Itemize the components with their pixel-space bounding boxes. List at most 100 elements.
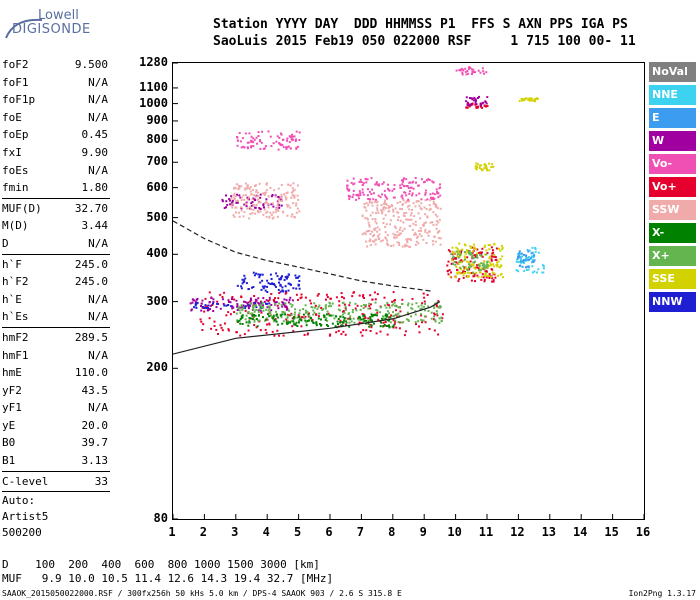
data-point — [311, 306, 314, 309]
data-point — [256, 325, 259, 328]
data-point — [435, 310, 438, 313]
param-name: h`F2 — [2, 275, 29, 289]
data-point — [252, 302, 255, 304]
param-separator — [2, 197, 110, 199]
data-point — [241, 316, 244, 319]
data-point — [358, 197, 360, 200]
data-point — [220, 326, 223, 329]
data-point — [276, 215, 279, 218]
data-point — [399, 226, 402, 229]
data-point — [275, 301, 278, 304]
data-point — [274, 301, 277, 304]
data-point — [363, 206, 366, 208]
data-point — [464, 257, 467, 260]
data-point — [299, 297, 302, 300]
x-tick-label: 16 — [635, 525, 651, 539]
data-point — [414, 310, 417, 312]
data-point — [482, 266, 485, 269]
data-point — [342, 330, 345, 333]
data-point — [367, 230, 369, 232]
data-point — [489, 244, 491, 246]
data-point — [525, 255, 527, 258]
data-point — [259, 210, 262, 213]
data-point — [483, 164, 486, 167]
data-point — [284, 285, 287, 288]
data-point — [466, 256, 469, 259]
data-point — [264, 193, 266, 196]
data-point — [295, 287, 298, 290]
data-point — [407, 205, 409, 208]
data-point — [260, 305, 263, 308]
data-point — [374, 183, 377, 186]
data-point — [433, 318, 435, 321]
data-point — [331, 322, 334, 325]
data-point — [400, 195, 403, 198]
data-point — [384, 231, 387, 234]
data-point — [447, 273, 450, 276]
data-point — [304, 309, 307, 312]
data-point — [257, 201, 260, 204]
data-point — [361, 183, 364, 186]
param-row: D N/A — [2, 235, 110, 253]
data-point — [384, 313, 387, 316]
data-point — [346, 188, 349, 191]
data-point — [277, 209, 280, 212]
data-point — [423, 222, 426, 225]
data-point — [388, 306, 391, 309]
data-point — [307, 313, 310, 316]
data-point — [483, 280, 486, 283]
data-point — [396, 201, 399, 204]
data-point — [458, 261, 461, 263]
data-point — [293, 135, 296, 138]
data-point — [257, 297, 260, 300]
data-point — [295, 276, 298, 279]
data-point — [404, 330, 407, 333]
data-point — [248, 217, 251, 220]
data-point — [297, 314, 300, 317]
data-point — [411, 209, 413, 211]
data-point — [235, 199, 238, 202]
data-point — [467, 67, 470, 70]
data-point — [482, 101, 485, 104]
data-point — [404, 191, 407, 194]
data-point — [324, 304, 327, 307]
data-point — [467, 251, 470, 254]
data-point — [285, 147, 288, 150]
data-point — [374, 298, 377, 301]
data-point — [335, 331, 338, 334]
data-point — [293, 322, 296, 325]
data-point — [315, 322, 318, 325]
param-separator — [2, 253, 110, 255]
data-point — [382, 321, 385, 324]
data-point — [258, 314, 260, 317]
data-point — [194, 304, 197, 307]
data-point — [200, 302, 203, 305]
data-point — [433, 235, 436, 238]
data-point — [246, 187, 248, 190]
data-point — [340, 292, 343, 295]
data-point — [403, 215, 406, 217]
data-point — [253, 320, 256, 323]
data-point — [259, 306, 262, 308]
data-point — [446, 269, 449, 272]
data-point — [236, 309, 239, 311]
param-row: foF1p N/A — [2, 91, 110, 109]
data-point — [426, 198, 429, 201]
data-point — [306, 333, 309, 336]
data-point — [265, 183, 268, 186]
data-point — [276, 135, 279, 138]
data-point — [421, 302, 424, 305]
data-point — [431, 240, 434, 243]
data-point — [298, 210, 301, 213]
data-point — [237, 188, 240, 190]
param-name: C-level — [2, 474, 49, 488]
data-point — [281, 200, 283, 202]
data-point — [372, 192, 375, 195]
data-point — [426, 216, 429, 219]
data-point — [355, 309, 358, 312]
data-point — [253, 138, 256, 141]
legend-item: NoVal — [649, 62, 696, 82]
data-point — [355, 198, 358, 201]
data-point — [241, 137, 244, 140]
data-point — [324, 307, 327, 310]
